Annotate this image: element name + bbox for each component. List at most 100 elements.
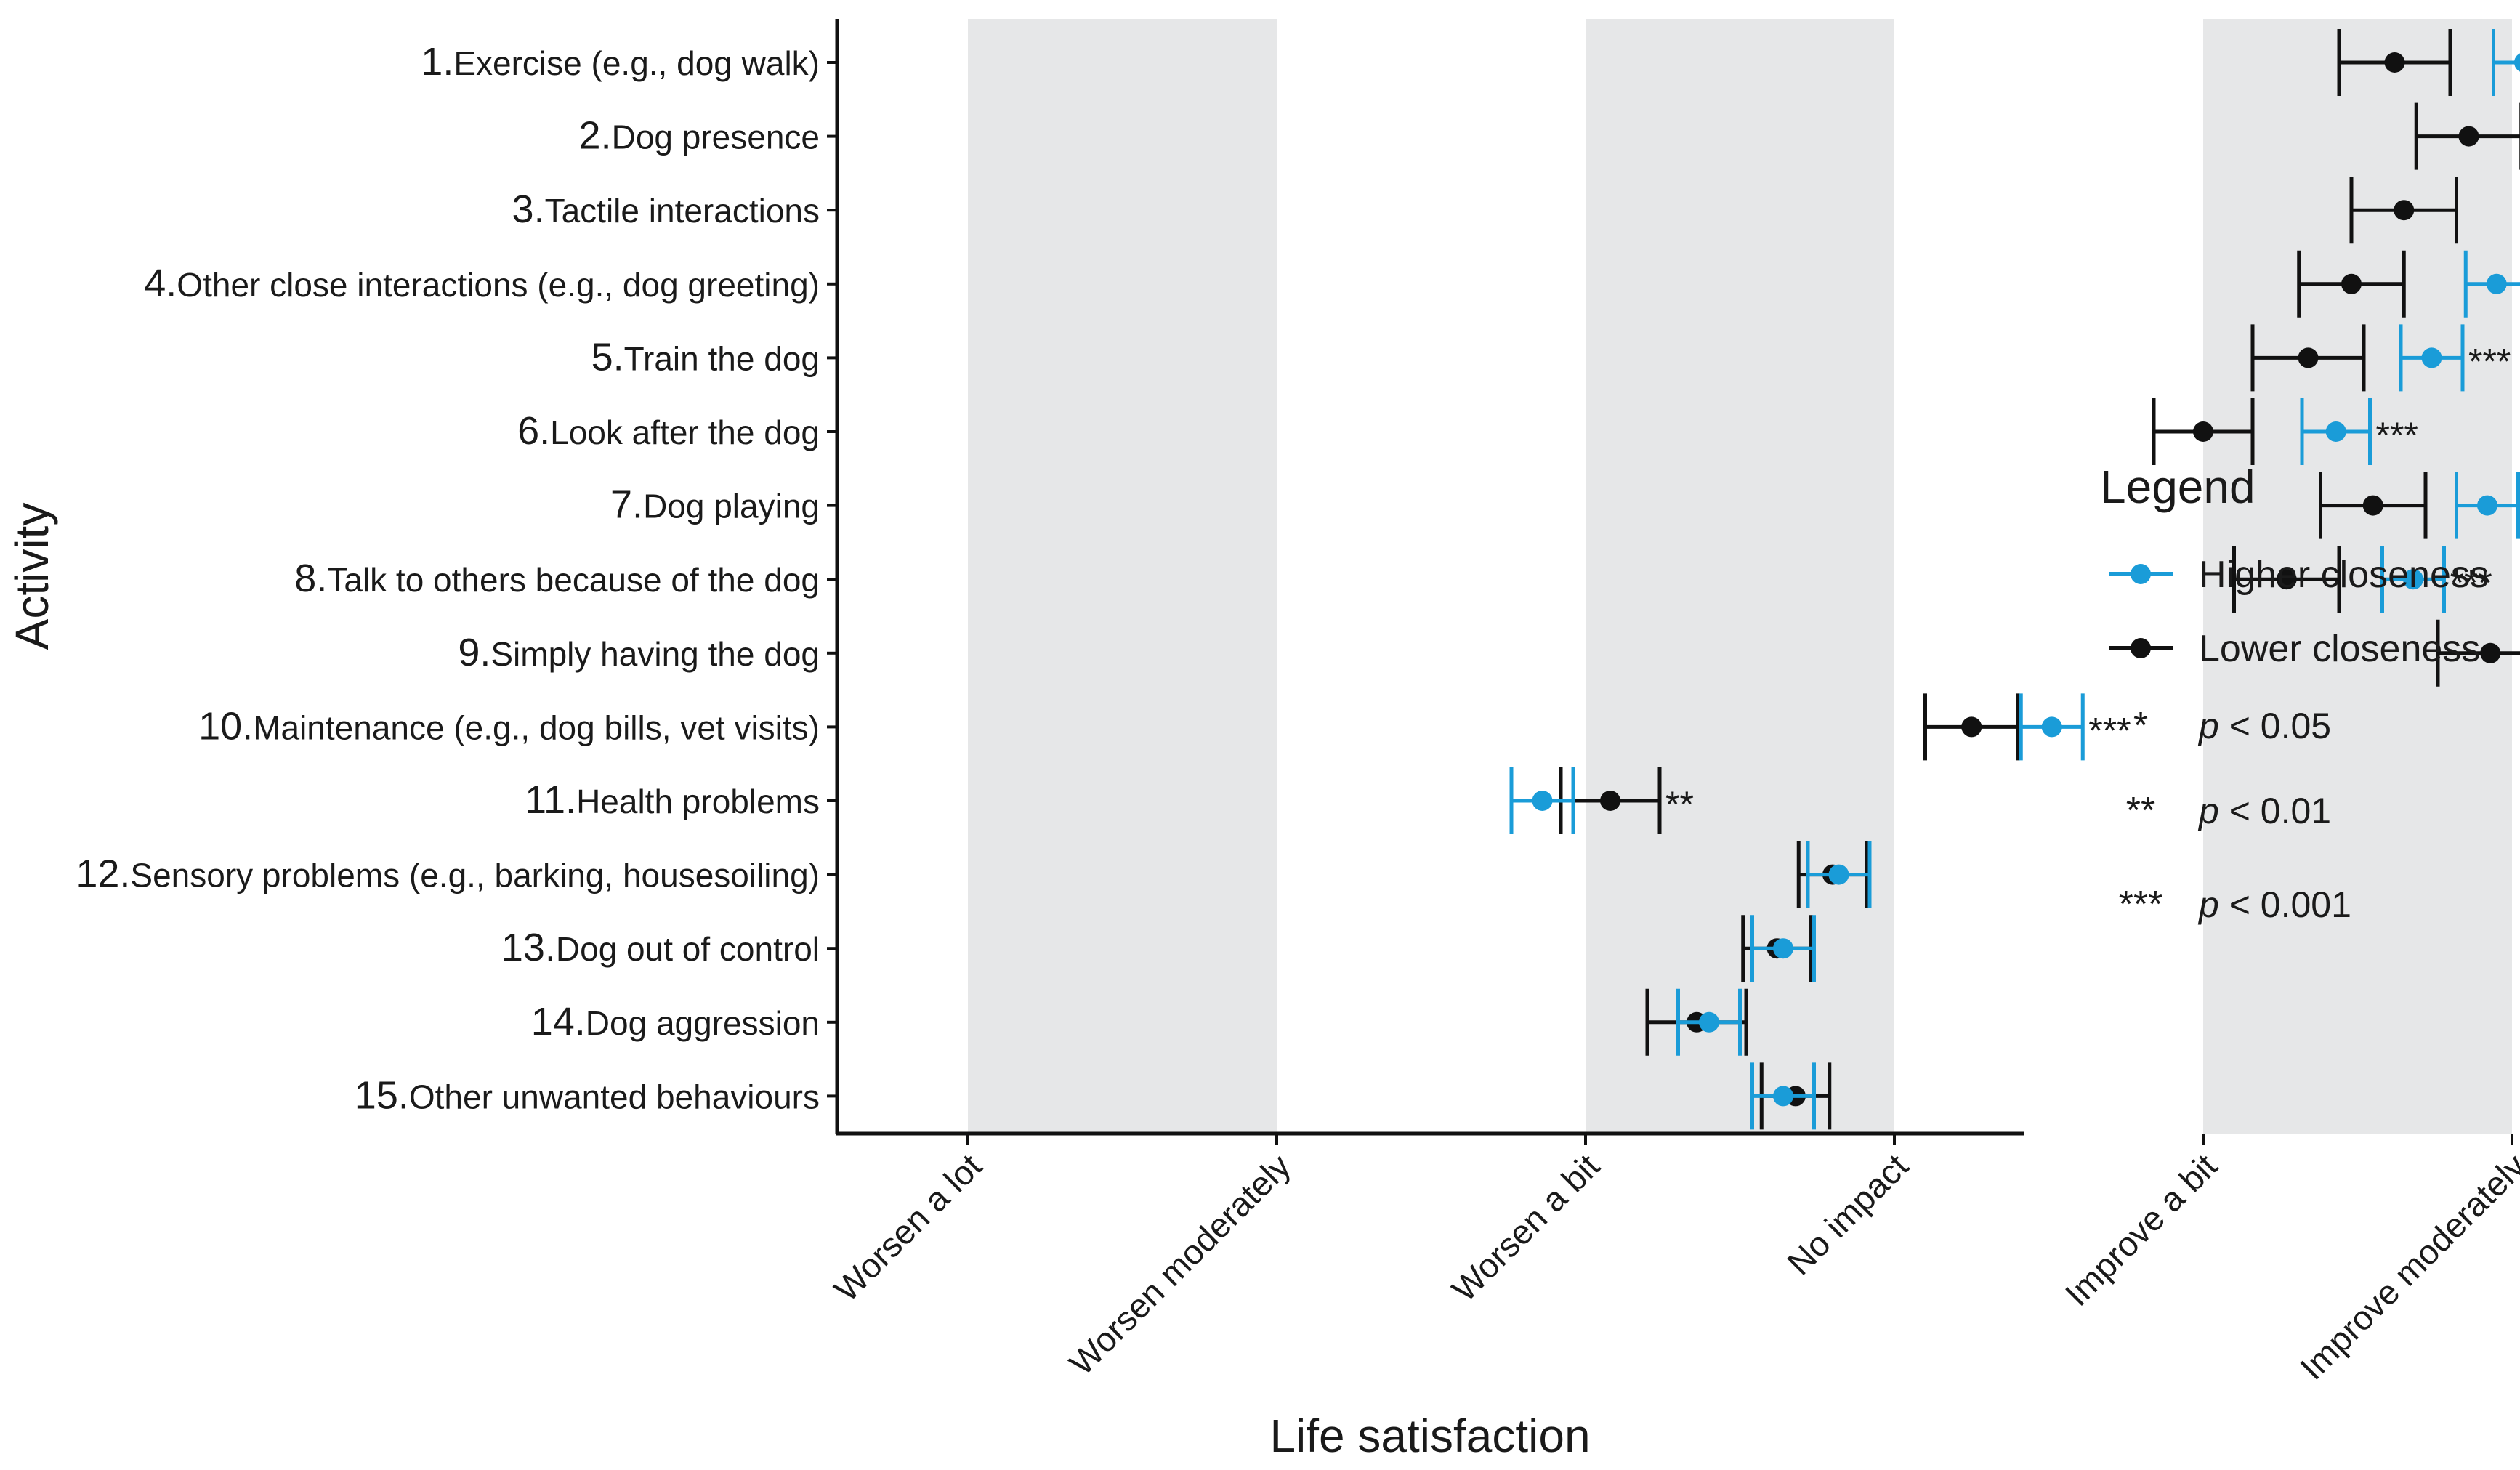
x-tick-label: Worsen a lot xyxy=(827,1147,989,1309)
data-marks: ******************************** xyxy=(1509,29,2520,1130)
x-tick-label: Improve moderately xyxy=(2293,1146,2520,1387)
y-tick-label: 15.Other unwanted behaviours xyxy=(355,1073,820,1117)
y-tick-label-text: Other unwanted behaviours xyxy=(409,1078,820,1115)
legend-sig-text: p < 0.001 xyxy=(2197,884,2351,925)
errorbar-lower-closeness xyxy=(2436,619,2520,687)
legend-title: Legend xyxy=(2100,461,2256,513)
errorbar-higher-closeness xyxy=(2300,398,2372,465)
point-higher-closeness xyxy=(2403,569,2423,590)
y-tick-label: 5.Train the dog xyxy=(591,335,820,379)
errorbar-higher-closeness xyxy=(1676,988,1742,1056)
shaded-band xyxy=(2203,19,2512,1134)
point-higher-closeness xyxy=(1828,864,1849,885)
significance-label: *** xyxy=(2376,415,2418,456)
y-tick-label-number: 2. xyxy=(579,114,612,158)
y-tick-label-text: Tactile interactions xyxy=(545,192,820,230)
point-lower-closeness xyxy=(2458,126,2479,147)
legend-label-higher: Higher closeness xyxy=(2199,554,2489,596)
point-higher-closeness xyxy=(1699,1011,1719,1033)
errorbar-higher-closeness xyxy=(2463,250,2520,318)
y-tick-label-text: Other close interactions (e.g., dog gree… xyxy=(177,266,820,304)
y-tick-label: 13.Dog out of control xyxy=(501,926,820,969)
x-axis-title: Life satisfaction xyxy=(1269,1410,1590,1462)
y-tick-label-number: 8. xyxy=(294,557,327,600)
point-higher-closeness xyxy=(2514,53,2520,72)
x-tick-label: Worsen moderately xyxy=(1062,1146,1298,1382)
y-tick-label: 3.Tactile interactions xyxy=(512,187,820,231)
x-tick-labels: Worsen a lot Worsen moderately Worsen a bi… xyxy=(827,1134,2520,1387)
errorbar-higher-closeness xyxy=(2399,324,2465,392)
y-tick-label-text: Dog presence xyxy=(612,118,820,156)
legend-sig-stars: * xyxy=(2133,705,2148,747)
y-tick-labels: 1.Exercise (e.g., dog walk) 2.Dog presenc… xyxy=(76,40,837,1117)
errorbar-lower-closeness xyxy=(1923,693,2020,761)
point-lower-closeness xyxy=(2298,347,2319,368)
errorbar-higher-closeness xyxy=(1806,841,1872,908)
legend: Legend Higher closeness Lower closeness … xyxy=(2100,461,2489,926)
shaded-bands xyxy=(968,19,2512,1134)
y-tick-label: 11.Health problems xyxy=(525,778,820,822)
y-tick-label-text: Simply having the dog xyxy=(490,635,820,673)
point-lower-closeness xyxy=(2193,421,2213,442)
errorbar-higher-closeness xyxy=(2019,693,2085,761)
point-higher-closeness xyxy=(1773,938,1793,959)
y-tick-label-number: 10. xyxy=(198,704,253,748)
y-tick-label: 9.Simply having the dog xyxy=(458,631,820,674)
legend-sig-stars: ** xyxy=(2126,790,2155,832)
y-tick-label: 8.Talk to others because of the dog xyxy=(294,557,820,600)
y-tick-label-number: 9. xyxy=(458,631,490,674)
legend-sig-stars: *** xyxy=(2119,884,2163,926)
y-tick-label-number: 14. xyxy=(531,1000,586,1043)
y-tick-label-number: 11. xyxy=(525,778,576,822)
errorbar-lower-closeness xyxy=(2297,250,2406,318)
y-tick-label-text: Talk to others because of the dog xyxy=(327,561,820,599)
significance-label: *** xyxy=(2468,341,2511,381)
errorbar-higher-closeness xyxy=(2492,29,2520,96)
y-tick-label-text: Train the dog xyxy=(624,339,820,377)
errorbar-lower-closeness xyxy=(2337,29,2452,96)
legend-label-lower: Lower closeness xyxy=(2199,628,2480,670)
legend-dot-higher xyxy=(2131,564,2151,584)
y-tick-label: 10.Maintenance (e.g., dog bills, vet vis… xyxy=(198,704,820,748)
y-tick-label-number: 6. xyxy=(517,409,550,453)
legend-sig-item: ** p < 0.01 xyxy=(2126,790,2331,832)
significance-label: ** xyxy=(1665,784,1694,825)
legend-dot-lower xyxy=(2131,638,2151,658)
y-tick-label-text: Dog aggression xyxy=(586,1004,820,1042)
point-higher-closeness xyxy=(2421,347,2442,368)
y-tick-label: 1.Exercise (e.g., dog walk) xyxy=(421,40,820,84)
shaded-band xyxy=(1586,19,1894,1134)
errorbar-lower-closeness xyxy=(2414,102,2520,170)
y-tick-label: 2.Dog presence xyxy=(579,114,820,158)
y-tick-label-number: 12. xyxy=(76,852,130,896)
significance-label: *** xyxy=(2088,710,2131,751)
y-tick-label-number: 5. xyxy=(591,335,624,379)
y-tick-label-number: 7. xyxy=(610,483,643,527)
y-tick-label-text: Sensory problems (e.g., barking, houseso… xyxy=(130,857,820,894)
y-tick-label: 7.Dog playing xyxy=(610,483,820,527)
errorbar-lower-closeness xyxy=(1559,767,1662,834)
errorbar-lower-closeness xyxy=(2349,177,2458,244)
y-tick-label-number: 3. xyxy=(512,187,545,231)
x-tick-label: Improve a bit xyxy=(2057,1147,2224,1314)
shaded-band xyxy=(968,19,1277,1134)
point-higher-closeness xyxy=(2041,716,2062,738)
errorbar-lower-closeness xyxy=(2250,324,2366,392)
legend-item-lower-closeness: Lower closeness xyxy=(2109,628,2480,670)
y-tick-label: 14.Dog aggression xyxy=(531,1000,820,1043)
y-tick-label-text: Dog playing xyxy=(643,488,820,525)
errorbar-higher-closeness xyxy=(1509,767,1575,834)
point-lower-closeness xyxy=(2394,200,2415,221)
y-tick-label-text: Look after the dog xyxy=(550,413,820,451)
significance-label: *** xyxy=(2450,562,2492,603)
y-tick-label: 4.Other close interactions (e.g., dog gr… xyxy=(144,262,820,305)
point-lower-closeness xyxy=(2384,52,2405,73)
point-lower-closeness xyxy=(2341,273,2362,294)
y-tick-label: 6.Look after the dog xyxy=(517,409,820,453)
point-higher-closeness xyxy=(1532,791,1553,811)
point-lower-closeness xyxy=(1961,716,1982,738)
errorbar-lower-closeness xyxy=(2319,472,2428,539)
errorbar-higher-closeness xyxy=(2455,472,2520,539)
point-higher-closeness xyxy=(2325,421,2346,442)
